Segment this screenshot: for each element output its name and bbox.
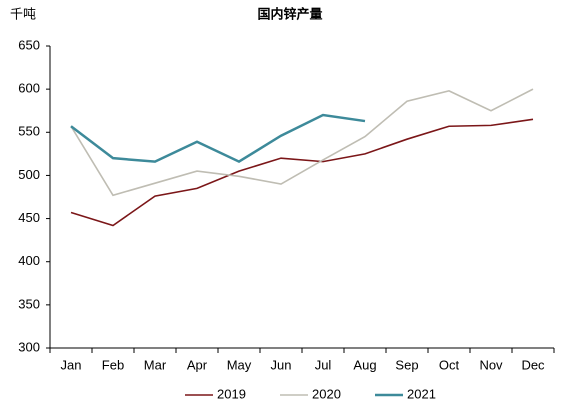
- x-tick-label: Nov: [479, 357, 503, 372]
- x-tick-label: Jul: [315, 357, 332, 372]
- x-tick-label: Apr: [187, 357, 208, 372]
- y-tick-label: 300: [18, 339, 40, 354]
- y-tick-label: 350: [18, 296, 40, 311]
- x-tick-label: Jun: [271, 357, 292, 372]
- x-tick-label: May: [227, 357, 252, 372]
- y-tick-label: 650: [18, 37, 40, 52]
- legend-label: 2019: [217, 386, 246, 401]
- x-tick-label: Aug: [353, 357, 376, 372]
- line-series: [70, 88, 534, 197]
- y-tick-label: 500: [18, 167, 40, 182]
- line-series: [70, 118, 534, 227]
- y-axis-label: 千吨: [10, 6, 36, 21]
- y-tick-label: 550: [18, 124, 40, 139]
- legend-label: 2020: [312, 386, 341, 401]
- y-tick-label: 600: [18, 81, 40, 96]
- y-tick-label: 400: [18, 253, 40, 268]
- x-tick-label: Jan: [61, 357, 82, 372]
- x-tick-label: Oct: [439, 357, 460, 372]
- chart-title: 国内锌产量: [257, 6, 322, 21]
- x-tick-label: Feb: [102, 357, 124, 372]
- y-tick-label: 450: [18, 210, 40, 225]
- x-tick-label: Dec: [521, 357, 545, 372]
- x-tick-label: Sep: [395, 357, 418, 372]
- x-tick-label: Mar: [144, 357, 167, 372]
- legend-label: 2021: [407, 386, 436, 401]
- line-series: [70, 113, 366, 164]
